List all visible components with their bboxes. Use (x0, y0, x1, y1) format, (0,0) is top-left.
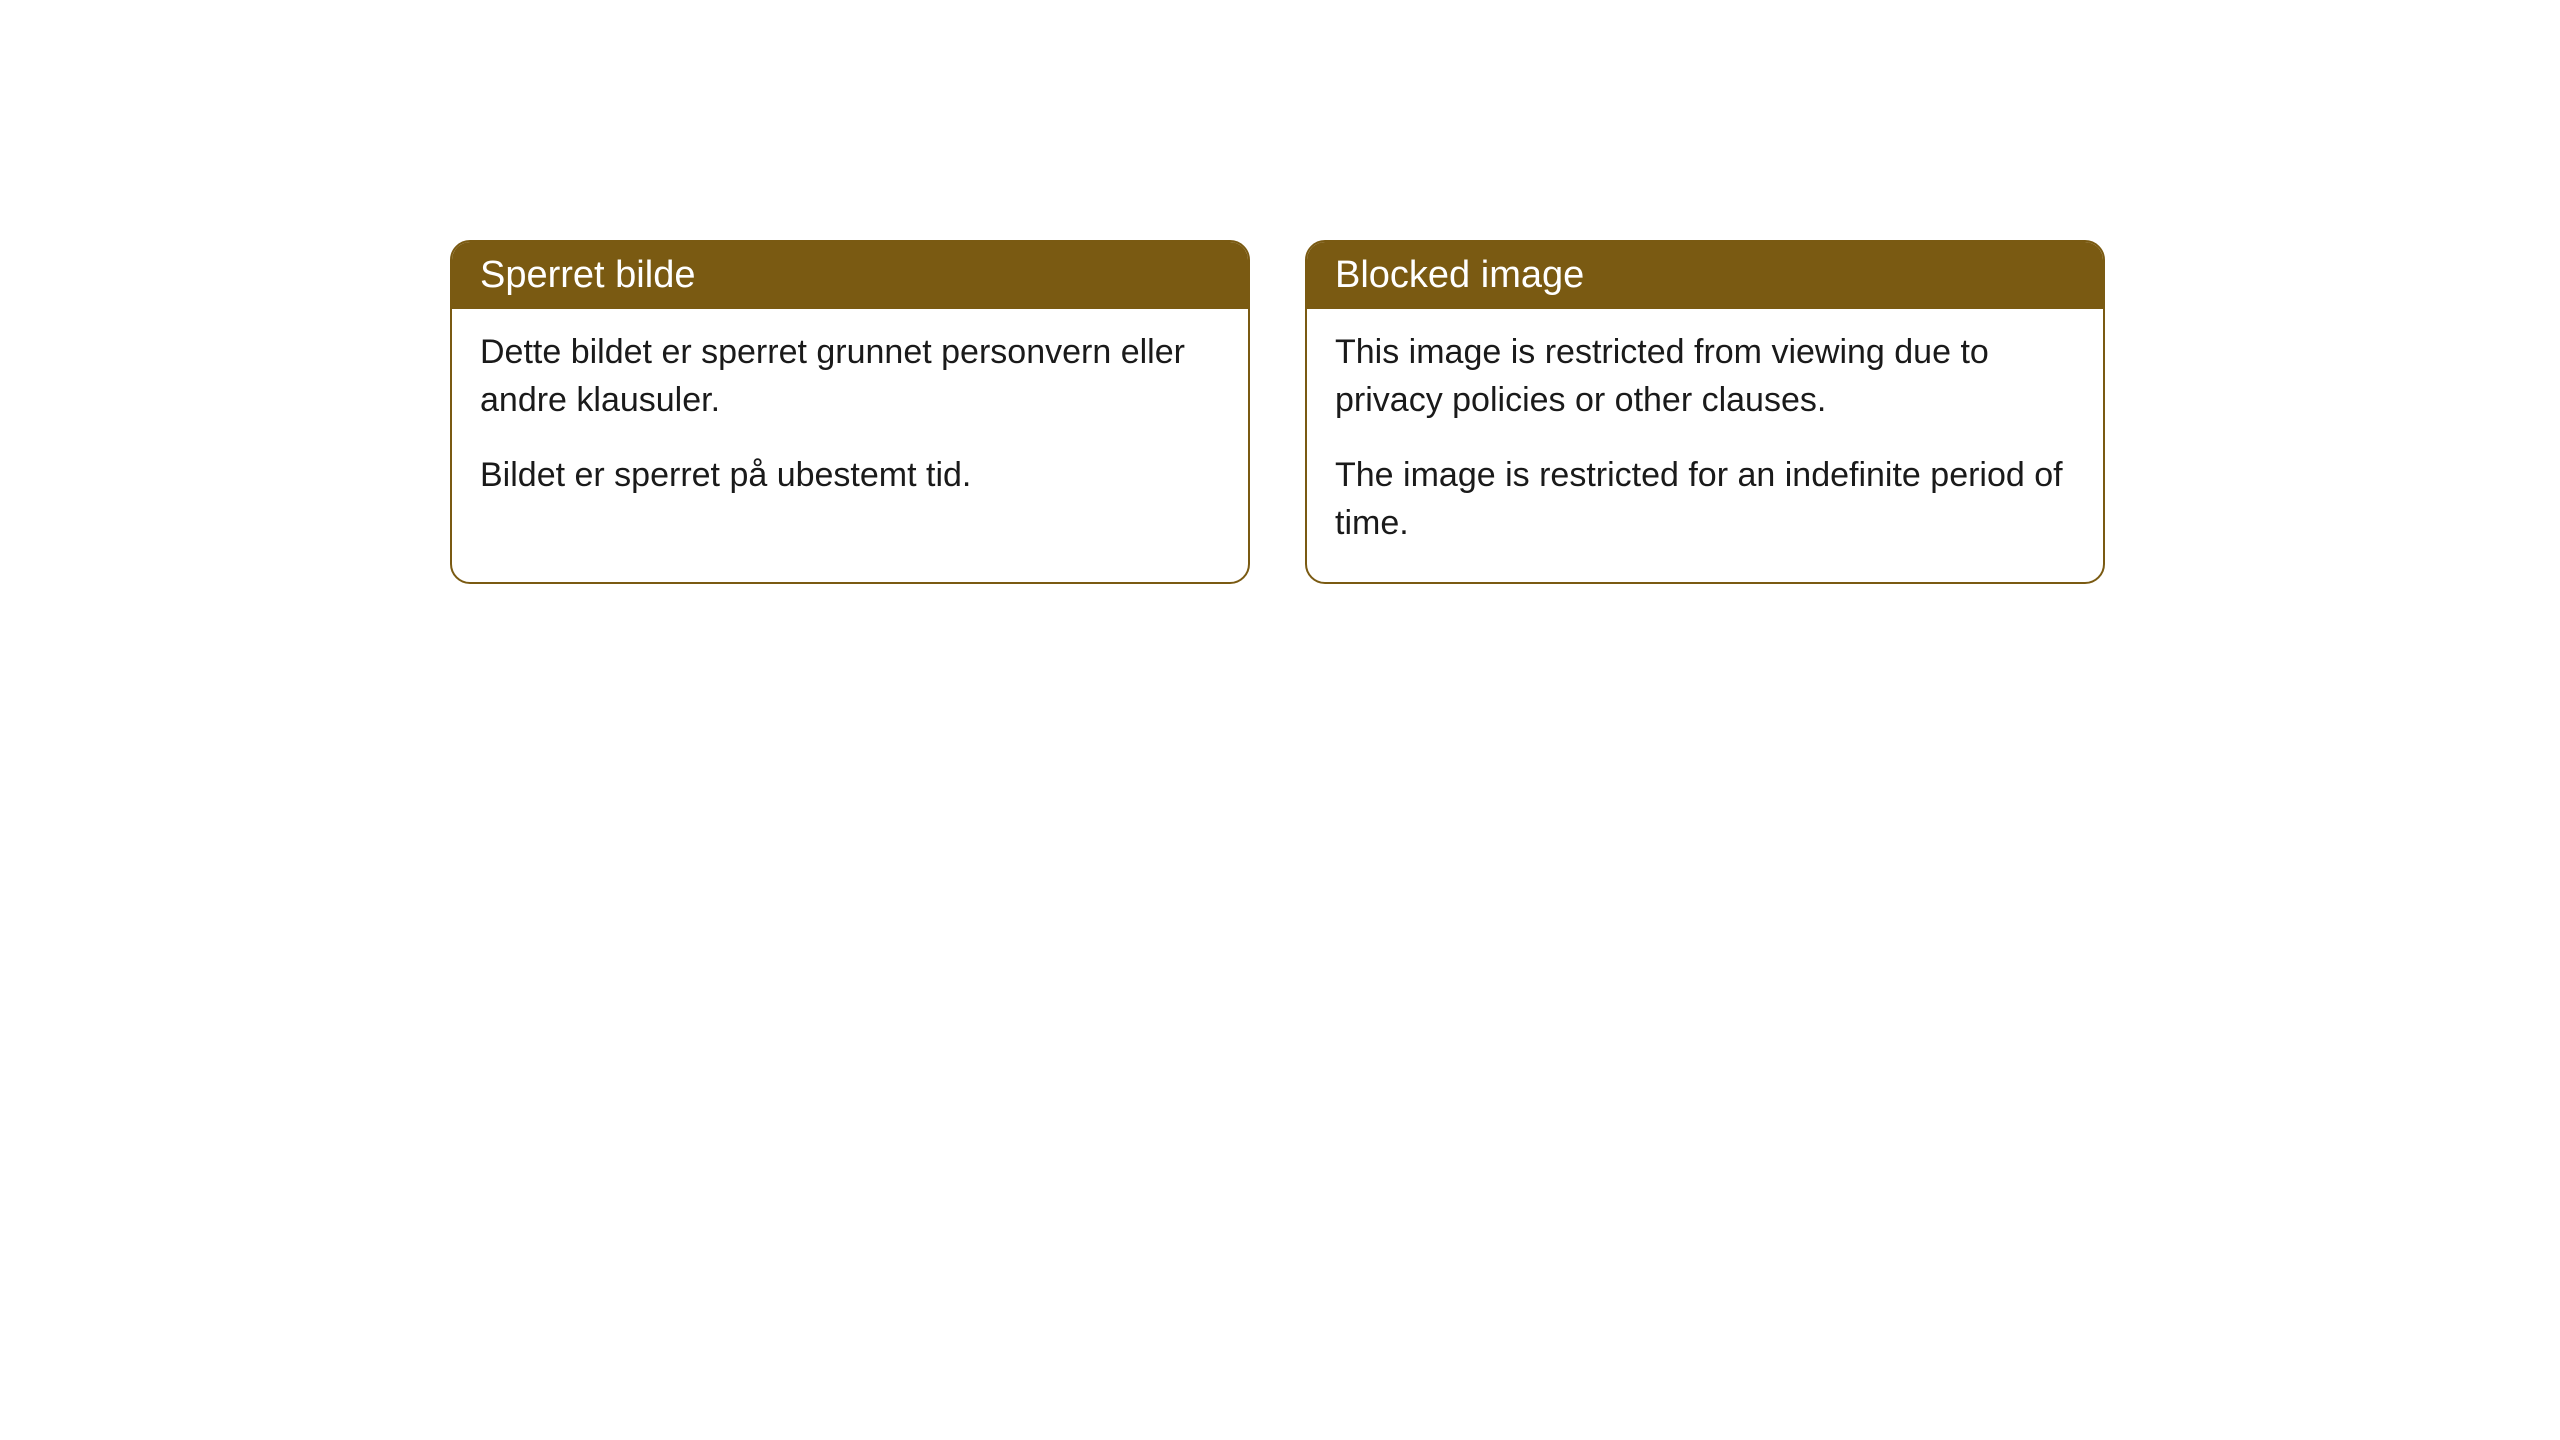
card-paragraph-1: This image is restricted from viewing du… (1335, 329, 2075, 424)
card-paragraph-2: Bildet er sperret på ubestemt tid. (480, 452, 1220, 500)
card-paragraph-2: The image is restricted for an indefinit… (1335, 452, 2075, 547)
card-header-norwegian: Sperret bilde (452, 242, 1248, 309)
card-header-english: Blocked image (1307, 242, 2103, 309)
cards-container: Sperret bilde Dette bildet er sperret gr… (450, 240, 2110, 584)
card-english: Blocked image This image is restricted f… (1305, 240, 2105, 584)
card-norwegian: Sperret bilde Dette bildet er sperret gr… (450, 240, 1250, 584)
card-paragraph-1: Dette bildet er sperret grunnet personve… (480, 329, 1220, 424)
card-body-norwegian: Dette bildet er sperret grunnet personve… (452, 309, 1248, 535)
card-body-english: This image is restricted from viewing du… (1307, 309, 2103, 582)
